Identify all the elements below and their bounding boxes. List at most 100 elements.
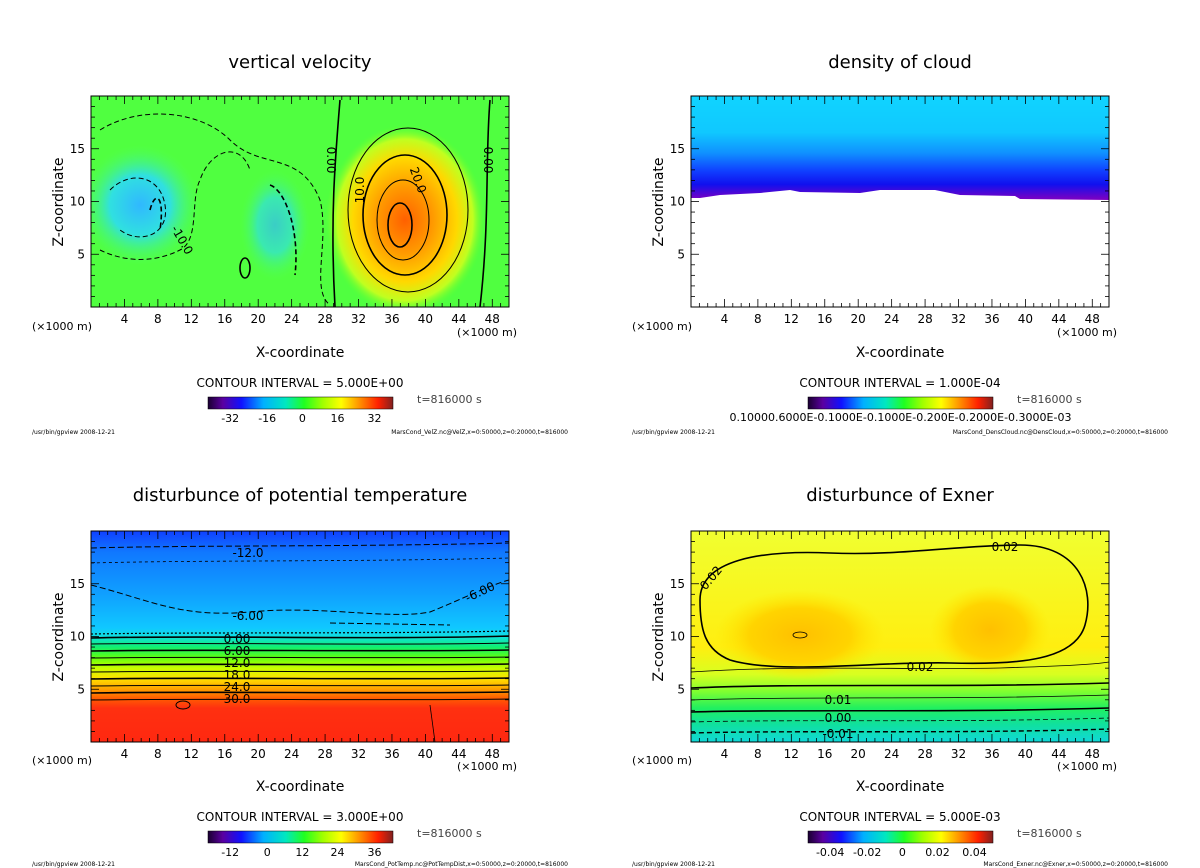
colorbar-ticks: -12 0 12 24 36 [221,846,381,859]
x-tick-label: 4 [721,747,729,761]
x-tick-label: 28 [917,747,932,761]
contour-label: 0.00 [224,632,251,646]
x-tick-label: 20 [851,312,866,326]
x-tick-label: 16 [217,747,232,761]
time-label: t=816000 s [417,393,482,406]
x-tick-label: 40 [1018,312,1033,326]
x-tick-label: 12 [784,747,799,761]
contour-label: 0.00 [481,147,495,174]
x-tick-label: 24 [284,312,299,326]
colorbar-tick-label: 12 [295,846,309,859]
chart-title: disturbunce of potential temperature [133,485,468,506]
contour-label: 10.0 [353,177,367,204]
colorbar-tick-label: 0.04 [962,846,987,859]
x-tick-label: 28 [917,312,932,326]
chart-title: disturbunce of Exner [806,485,994,506]
colorbar [207,396,394,410]
x-unit-left: (×1000 m) [32,754,92,767]
field-fill [91,96,509,307]
contour-label: 24.0 [224,680,251,694]
colorbar [807,830,994,844]
x-tick-label: 44 [1051,312,1066,326]
x-tick-label: 28 [317,747,332,761]
panel-potential-temperature: disturbunce of potential temperature -12… [32,485,568,868]
y-tick-label: 10 [670,195,685,209]
x-tick-label: 44 [1051,747,1066,761]
y-tick-label: 10 [70,195,85,209]
x-tick-label: 16 [817,312,832,326]
colorbar-tick-label: 0 [899,846,906,859]
colorbar-tick-label: 0 [264,846,271,859]
y-tick-label: 15 [670,142,685,156]
y-axis-label: Z-coordinate [651,157,667,246]
panel-density-of-cloud: density of cloud 4 8 12 16 20 24 28 32 36 40 44 485… [632,52,1168,436]
colorbar-tick-label: 0.10000.6000E-0.1000E-0.1000E-0.200E-0.2… [730,411,1072,424]
colorbar [807,396,994,410]
x-tick-label: 8 [154,312,162,326]
footer-right: MarsCond_DensCloud.nc@DensCloud,x=0:5000… [953,429,1168,436]
y-tick-label: 15 [70,577,85,591]
colorbar-tick-label: 36 [368,846,382,859]
footer-left: /usr/bin/gpview 2008-12-21 [632,429,715,436]
x-tick-label: 24 [884,747,899,761]
y-tick-label: 5 [77,247,85,261]
contour-label: 0.02 [907,660,934,674]
footer-right: MarsCond_PotTemp.nc@PotTempDist,x=0:5000… [355,861,568,868]
x-tick-label: 48 [485,312,500,326]
time-label: t=816000 s [1017,393,1082,406]
colorbar-tick-label: -0.04 [816,846,844,859]
contour-label: 0.00 [324,147,338,174]
field-fill [691,531,1109,742]
x-axis-label: X-coordinate [856,345,945,361]
x-tick-label: 48 [1085,312,1100,326]
colorbar [207,830,394,844]
x-tick-label: 16 [817,747,832,761]
field-fill [691,96,1109,307]
x-unit-right: (×1000 m) [457,760,517,773]
colorbar-ticks: -0.04 -0.02 0 0.02 0.04 [816,846,987,859]
x-unit-left: (×1000 m) [632,320,692,333]
footer-left: /usr/bin/gpview 2008-12-21 [632,861,715,868]
y-tick-label: 15 [70,142,85,156]
y-tick-label: 15 [670,577,685,591]
colorbar-tick-label: 0.02 [925,846,950,859]
x-tick-label: 44 [451,312,466,326]
x-tick-label: 36 [984,747,999,761]
contour-interval: CONTOUR INTERVAL = 3.000E+00 [197,810,404,824]
footer-left: /usr/bin/gpview 2008-12-21 [32,861,115,868]
y-tick-label: 10 [70,630,85,644]
y-tick-label: 10 [670,630,685,644]
y-tick-label: 5 [77,682,85,696]
contour-interval: CONTOUR INTERVAL = 5.000E+00 [197,376,404,390]
x-tick-label: 8 [754,747,762,761]
contour-label: 12.0 [224,656,251,670]
x-unit-right: (×1000 m) [1057,326,1117,339]
y-axis-label: Z-coordinate [651,592,667,681]
contour-interval: CONTOUR INTERVAL = 5.000E-03 [799,810,1000,824]
x-tick-label: 4 [721,312,729,326]
x-tick-label: 20 [851,747,866,761]
time-label: t=816000 s [417,827,482,840]
contour-label: -0.01 [822,727,853,741]
y-axis-label: Z-coordinate [51,157,67,246]
colorbar-tick-label: -12 [221,846,239,859]
panel-exner: disturbunce of Exner 0.02 0.02 0.02 0.01 0.0… [632,485,1168,868]
field-fill [91,531,509,742]
x-axis-label: X-coordinate [256,345,345,361]
x-tick-label: 48 [1085,747,1100,761]
footer-left: /usr/bin/gpview 2008-12-21 [32,429,115,436]
x-tick-label: 48 [485,747,500,761]
contour-label: -12.0 [232,546,263,560]
contour-label: 18.0 [224,668,251,682]
x-tick-label: 36 [984,312,999,326]
x-tick-label: 8 [754,312,762,326]
x-tick-label: 44 [451,747,466,761]
contour-label: -6.00 [232,609,263,623]
x-unit-right: (×1000 m) [1057,760,1117,773]
x-tick-label: 32 [351,312,366,326]
x-axis-label: X-coordinate [256,779,345,795]
